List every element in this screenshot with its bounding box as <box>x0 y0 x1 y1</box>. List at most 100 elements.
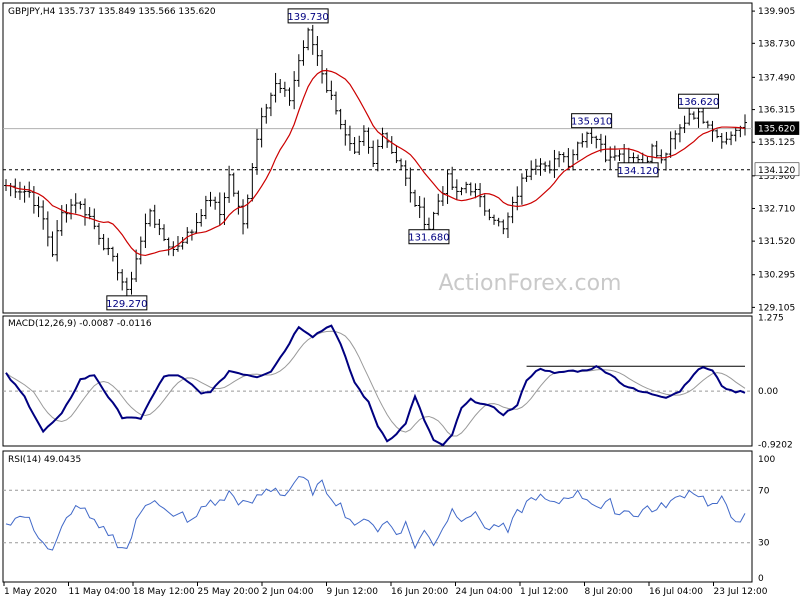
ohlc-bar <box>445 169 450 204</box>
ohlc-bar <box>152 204 157 229</box>
x-tick-label: 2 Jun 04:00 <box>262 587 314 597</box>
annotation-label: 129.270 <box>106 299 147 310</box>
ohlc-bar <box>268 92 273 117</box>
current-price-label-box <box>754 121 800 135</box>
ohlc-bar <box>654 140 659 158</box>
rsi-panel-frame <box>2 450 753 583</box>
price-annotation: 134.120 <box>617 162 659 178</box>
ohlc-bar <box>250 163 255 202</box>
ohlc-bar <box>222 192 227 225</box>
ohlc-bar <box>394 145 399 164</box>
ohlc-bar <box>413 189 418 207</box>
annotation-label: 135.910 <box>571 117 612 128</box>
rsi-y-tick-label: 70 <box>758 486 770 496</box>
ohlc-bar <box>533 158 538 175</box>
x-tick-label: 25 May 20:00 <box>198 587 260 597</box>
ohlc-bar <box>45 211 50 247</box>
ohlc-bar <box>584 131 589 148</box>
ohlc-bar <box>677 124 682 143</box>
x-tick-label: 23 Jul 12:00 <box>714 587 768 597</box>
ohlc-bar <box>566 148 571 169</box>
ohlc-bar <box>245 194 250 229</box>
price-y-tick-label: 130.295 <box>758 271 795 281</box>
annotation-box <box>408 229 450 245</box>
ohlc-bar <box>17 181 22 200</box>
ohlc-bar <box>310 24 315 55</box>
panel-headers: GBPJPY,H4 135.737 135.849 135.566 135.62… <box>8 7 216 465</box>
macd-panel-frame <box>2 315 753 447</box>
ohlc-bar <box>92 208 97 230</box>
ohlc-bar <box>733 128 738 142</box>
ohlc-bar <box>557 151 562 168</box>
x-tick-label: 11 May 04:00 <box>69 587 131 597</box>
ohlc-bar <box>571 149 576 171</box>
ohlc-bar <box>148 208 153 227</box>
support-price-label-box <box>754 162 800 177</box>
price-y-tick-label: 133.900 <box>758 172 795 182</box>
ohlc-bar <box>278 78 283 94</box>
ohlc-bar <box>663 152 668 171</box>
ohlc-bar <box>598 133 603 153</box>
ohlc-bar <box>459 187 464 196</box>
ohlc-bar <box>129 271 134 295</box>
ohlc-bar <box>259 107 264 148</box>
price-y-tick-label: 131.520 <box>758 237 795 247</box>
price-y-tick-label: 132.710 <box>758 204 795 214</box>
ohlc-bar <box>529 160 534 181</box>
ohlc-bar <box>673 130 678 150</box>
ohlc-bar <box>320 50 325 84</box>
x-tick-label: 1 May 2020 <box>4 587 57 597</box>
ohlc-bar <box>422 197 427 234</box>
x-tick-label: 8 Jul 20:00 <box>585 587 634 597</box>
ohlc-bar <box>594 135 599 149</box>
ohlc-bar <box>282 81 287 97</box>
ohlc-bar <box>203 195 208 220</box>
ohlc-bar <box>468 182 473 196</box>
ohlc-bar <box>366 127 371 154</box>
ohlc-bar <box>510 196 515 224</box>
x-tick-label: 18 May 12:00 <box>133 587 195 597</box>
price-y-tick-label: 139.905 <box>758 7 795 17</box>
ohlc-bar <box>306 27 311 51</box>
annotation-box <box>678 93 720 109</box>
panel-frames <box>2 2 753 583</box>
ohlc-bar <box>352 137 357 155</box>
ohlc-bar <box>464 181 469 194</box>
ohlc-bar <box>315 36 320 66</box>
annotation-box <box>571 113 613 129</box>
annotation-label: 139.730 <box>287 12 328 23</box>
ohlc-bar <box>608 146 613 170</box>
x-tick-label: 16 Jul 04:00 <box>649 587 703 597</box>
price-y-tick-label: 136.315 <box>758 106 795 116</box>
ohlc-bar <box>8 182 13 197</box>
ohlc-bar <box>371 140 376 167</box>
ohlc-bar <box>450 166 455 190</box>
ohlc-bar <box>743 114 747 136</box>
macd-signal-line <box>5 330 746 437</box>
x-tick-label: 1 Jul 12:00 <box>520 587 569 597</box>
annotation-box <box>287 8 329 24</box>
price-series: 139.730 129.270 131.680 135.910 134.120 136.6… <box>4 8 747 311</box>
macd-y-tick-label: 0.00 <box>758 387 778 397</box>
ohlc-bar <box>101 233 106 251</box>
grid-lines <box>3 128 752 544</box>
price-y-tick-label: 129.105 <box>758 303 795 313</box>
ohlc-bar <box>166 237 171 256</box>
ohlc-bar <box>580 133 585 148</box>
moving-average-line <box>5 69 746 257</box>
ohlc-bar <box>492 214 497 225</box>
price-annotation: 135.910 <box>571 113 613 129</box>
ohlc-bar <box>115 253 120 281</box>
ohlc-bar <box>199 209 204 227</box>
ohlc-bar <box>403 160 408 186</box>
ohlc-bar <box>213 196 218 210</box>
axis-labels: 139.905 138.730 137.490 136.315 135.125 133.9… <box>3 7 800 597</box>
ohlc-bar <box>436 193 441 216</box>
ohlc-bar <box>399 158 404 171</box>
ohlc-bar <box>617 149 622 162</box>
ohlc-bar <box>254 129 259 175</box>
ohlc-bar <box>22 185 27 203</box>
price-y-tick-label: 135.125 <box>758 138 795 148</box>
ohlc-bar <box>96 222 101 245</box>
annotation-label: 136.620 <box>678 97 719 108</box>
